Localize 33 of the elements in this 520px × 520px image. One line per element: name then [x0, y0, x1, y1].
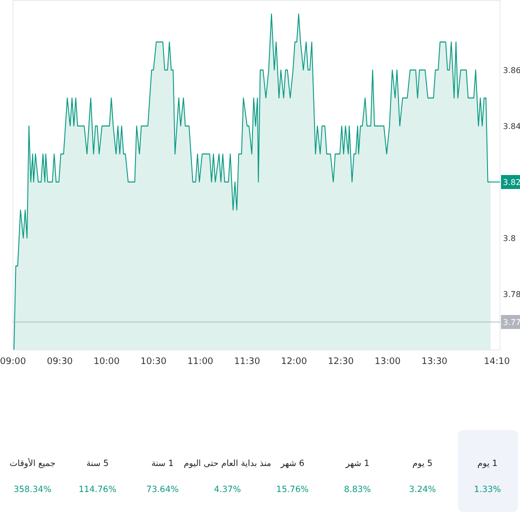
text: 1 سنة — [151, 459, 174, 469]
ref-line-label: 3.77 — [503, 318, 520, 327]
text: 5 سنة — [86, 459, 109, 469]
y-tick-label: 3.86 — [503, 66, 520, 75]
y-tick-label: 3.78 — [503, 290, 520, 299]
text: 15.76% — [276, 485, 309, 495]
text: 114.76% — [78, 485, 116, 495]
x-tick-label: 09:00 — [0, 357, 26, 367]
x-tick-label: 12:30 — [328, 357, 354, 367]
x-tick-label: 10:00 — [94, 357, 120, 367]
y-tick-label: 3.8 — [503, 234, 516, 243]
text: 8.83% — [344, 485, 372, 495]
x-tick-label: 14:10 — [484, 357, 510, 367]
text: 358.34% — [14, 485, 52, 495]
x-tick-label: 13:30 — [421, 357, 448, 367]
annotation: 3.82 — [503, 178, 520, 187]
text: 73.64% — [146, 485, 179, 495]
x-tick-label: 13:00 — [374, 357, 401, 367]
text: 4.37% — [214, 485, 242, 495]
x-tick-label: 11:00 — [187, 357, 214, 367]
text: 3.24% — [408, 485, 436, 495]
x-tick-label: 12:00 — [280, 357, 308, 367]
text: 5 يوم — [412, 459, 433, 469]
text: 1 شهر — [344, 459, 370, 469]
text: 1 يوم — [477, 459, 498, 469]
text: جميع الأوقات — [10, 457, 56, 469]
x-tick-label: 10:30 — [140, 357, 167, 367]
text: 1.33% — [474, 485, 502, 495]
y-tick-label: 3.84 — [503, 122, 520, 131]
x-tick-label: 09:30 — [46, 357, 74, 367]
x-tick-label: 11:30 — [234, 357, 260, 367]
text: منذ بداية العام حتى اليوم — [184, 459, 272, 469]
text: 6 شهر — [280, 459, 304, 469]
